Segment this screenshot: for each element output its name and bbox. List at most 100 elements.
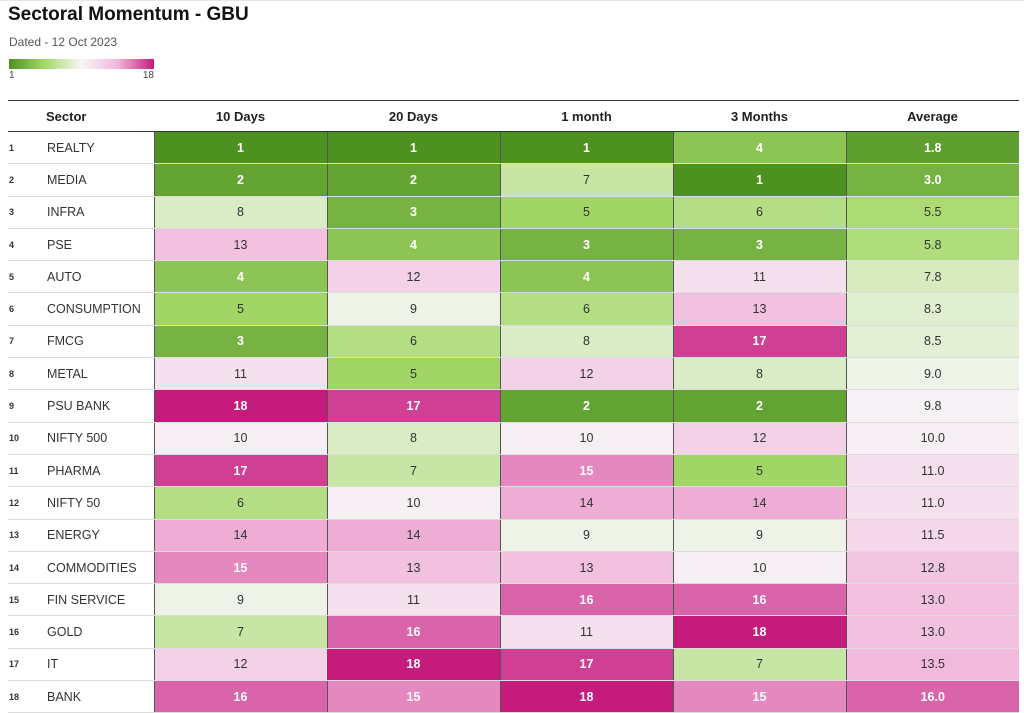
table-row: 16 GOLD 7 16 11 18 13.0: [8, 615, 1019, 649]
table-row: 11 PHARMA 17 7 15 5 11.0: [8, 454, 1019, 488]
heat-cell: 9: [153, 583, 327, 617]
heat-cell: 5: [326, 357, 500, 391]
heat-cell: 15: [499, 454, 673, 488]
heat-cell: 7: [499, 163, 673, 197]
color-legend-bar: [9, 59, 154, 69]
row-index: 5: [8, 260, 38, 294]
heat-cell: 18: [326, 648, 500, 682]
heat-cell: 15: [153, 551, 327, 585]
row-index: 16: [8, 615, 38, 649]
heat-cell: 13.0: [845, 615, 1019, 649]
heat-cell: 18: [672, 615, 846, 649]
row-index: 13: [8, 519, 38, 552]
heat-cell: 12: [153, 648, 327, 682]
header-1-month[interactable]: 1 month: [500, 100, 673, 132]
table-row: 4 PSE 13 4 3 3 5.8: [8, 228, 1019, 262]
heat-cell: 4: [153, 260, 327, 294]
row-index: 9: [8, 389, 38, 423]
heat-cell: 6: [672, 196, 846, 229]
row-index: 3: [8, 196, 38, 229]
heat-cell: 1.8: [845, 131, 1019, 165]
heat-cell: 6: [153, 486, 327, 520]
heat-cell: 3: [326, 196, 500, 229]
legend-min-label: 1: [9, 70, 15, 81]
table-row: 15 FIN SERVICE 9 11 16 16 13.0: [8, 583, 1019, 617]
heat-cell: 5: [153, 292, 327, 326]
heat-cell: 13: [499, 551, 673, 585]
row-index: 17: [8, 648, 38, 682]
sector-name: CONSUMPTION: [38, 292, 154, 326]
page-title: Sectoral Momentum - GBU: [8, 4, 249, 25]
sector-name: PSU BANK: [38, 389, 154, 423]
header-sector[interactable]: Sector: [38, 100, 154, 132]
table-row: 14 COMMODITIES 15 13 13 10 12.8: [8, 551, 1019, 585]
table-row: 13 ENERGY 14 14 9 9 11.5: [8, 519, 1019, 552]
heat-cell: 16: [153, 680, 327, 713]
heat-cell: 1: [326, 131, 500, 165]
heat-cell: 11: [153, 357, 327, 391]
heat-cell: 14: [326, 519, 500, 552]
heat-cell: 8: [672, 357, 846, 391]
heat-cell: 3: [672, 228, 846, 262]
heat-cell: 4: [499, 260, 673, 294]
sector-name: ENERGY: [38, 519, 154, 552]
row-index: 14: [8, 551, 38, 585]
heat-cell: 17: [499, 648, 673, 682]
heat-cell: 14: [153, 519, 327, 552]
row-index: 6: [8, 292, 38, 326]
heat-cell: 16: [499, 583, 673, 617]
header-row: Sector 10 Days 20 Days 1 month 3 Months …: [8, 100, 1019, 132]
heat-cell: 5: [499, 196, 673, 229]
header-average[interactable]: Average: [846, 100, 1019, 132]
header-20-days[interactable]: 20 Days: [327, 100, 500, 132]
heat-cell: 11: [672, 260, 846, 294]
sector-name: PHARMA: [38, 454, 154, 488]
sector-name: PSE: [38, 228, 154, 262]
heat-cell: 9: [326, 292, 500, 326]
heat-cell: 8: [326, 422, 500, 455]
heat-cell: 2: [672, 389, 846, 423]
heat-cell: 8: [499, 325, 673, 359]
heatmap-table: Sector 10 Days 20 Days 1 month 3 Months …: [8, 100, 1019, 713]
heat-cell: 10.0: [845, 422, 1019, 455]
heat-cell: 7: [153, 615, 327, 649]
heat-cell: 6: [499, 292, 673, 326]
sector-name: GOLD: [38, 615, 154, 649]
heat-cell: 17: [672, 325, 846, 359]
sector-name: REALTY: [38, 131, 154, 165]
heat-cell: 6: [326, 325, 500, 359]
heat-cell: 10: [672, 551, 846, 585]
heat-cell: 13: [153, 228, 327, 262]
heat-cell: 13.5: [845, 648, 1019, 682]
heat-cell: 16.0: [845, 680, 1019, 713]
sector-name: NIFTY 50: [38, 486, 154, 520]
heat-cell: 3.0: [845, 163, 1019, 197]
heat-cell: 18: [153, 389, 327, 423]
heat-cell: 12: [499, 357, 673, 391]
heat-cell: 2: [326, 163, 500, 197]
row-index: 15: [8, 583, 38, 617]
row-index: 4: [8, 228, 38, 262]
heat-cell: 17: [326, 389, 500, 423]
heat-cell: 4: [326, 228, 500, 262]
row-index: 12: [8, 486, 38, 520]
heat-cell: 10: [499, 422, 673, 455]
table-row: 10 NIFTY 500 10 8 10 12 10.0: [8, 422, 1019, 455]
page-subtitle: Dated - 12 Oct 2023: [9, 35, 118, 49]
table-row: 9 PSU BANK 18 17 2 2 9.8: [8, 389, 1019, 423]
row-index: 7: [8, 325, 38, 359]
row-index: 8: [8, 357, 38, 391]
sector-name: COMMODITIES: [38, 551, 154, 585]
heat-cell: 12.8: [845, 551, 1019, 585]
sector-name: METAL: [38, 357, 154, 391]
sector-name: INFRA: [38, 196, 154, 229]
heat-cell: 8.5: [845, 325, 1019, 359]
header-3-months[interactable]: 3 Months: [673, 100, 846, 132]
sector-name: IT: [38, 648, 154, 682]
row-index: 18: [8, 680, 38, 713]
header-10-days[interactable]: 10 Days: [154, 100, 327, 132]
top-border: [0, 0, 1024, 1]
heat-cell: 11: [499, 615, 673, 649]
heat-cell: 18: [499, 680, 673, 713]
heat-cell: 9: [499, 519, 673, 552]
